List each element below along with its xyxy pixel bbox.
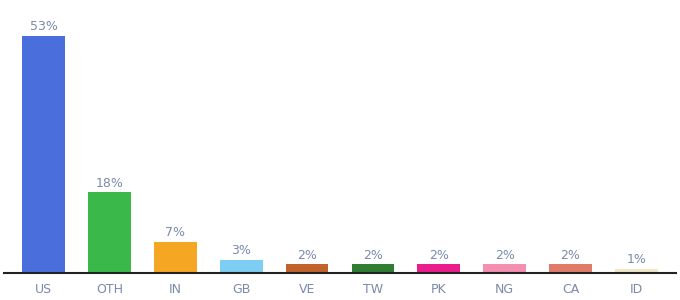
Text: 53%: 53%	[30, 20, 58, 33]
Text: 2%: 2%	[363, 249, 383, 262]
Bar	[418, 264, 460, 273]
Text: 2%: 2%	[560, 249, 581, 262]
Text: 1%: 1%	[626, 254, 646, 266]
Text: 2%: 2%	[494, 249, 515, 262]
Bar	[549, 264, 592, 273]
Bar	[220, 260, 262, 273]
Text: 2%: 2%	[429, 249, 449, 262]
Bar	[483, 264, 526, 273]
Bar	[88, 192, 131, 273]
Bar	[154, 242, 197, 273]
Text: 3%: 3%	[231, 244, 251, 257]
Text: 7%: 7%	[165, 226, 186, 239]
Text: 18%: 18%	[96, 177, 124, 190]
Bar	[615, 268, 658, 273]
Bar	[352, 264, 394, 273]
Bar	[286, 264, 328, 273]
Text: 2%: 2%	[297, 249, 317, 262]
Bar	[22, 35, 65, 273]
